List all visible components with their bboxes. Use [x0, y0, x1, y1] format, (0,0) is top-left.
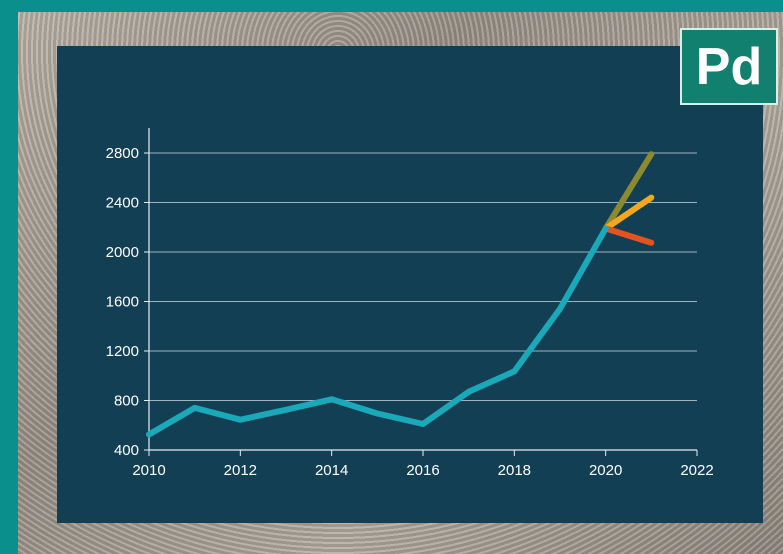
- y-tick-label: 400: [114, 442, 139, 459]
- y-tick-label: 800: [114, 393, 139, 410]
- y-tick-label: 2000: [106, 244, 139, 261]
- y-tick-label: 1200: [106, 343, 139, 360]
- series-forecast-high-line: [602, 151, 655, 232]
- y-tick-label: 2800: [106, 145, 139, 162]
- x-tick-label: 2018: [498, 462, 531, 479]
- x-tick-label: 2010: [132, 462, 165, 479]
- x-tick-label: 2016: [406, 462, 439, 479]
- x-tick-label: 2012: [224, 462, 257, 479]
- y-tick-label: 1600: [106, 294, 139, 311]
- series-forecast-low-line: [602, 225, 655, 246]
- y-tick-label: 2400: [106, 195, 139, 212]
- series-forecast-mid-line: [602, 194, 655, 232]
- x-tick-label: 2020: [589, 462, 622, 479]
- series-historical-line: [146, 225, 609, 438]
- x-tick-label: 2014: [315, 462, 348, 479]
- x-tick-label: 2022: [680, 462, 713, 479]
- chart-panel: [57, 46, 763, 523]
- palladium-badge: Pd: [680, 28, 778, 105]
